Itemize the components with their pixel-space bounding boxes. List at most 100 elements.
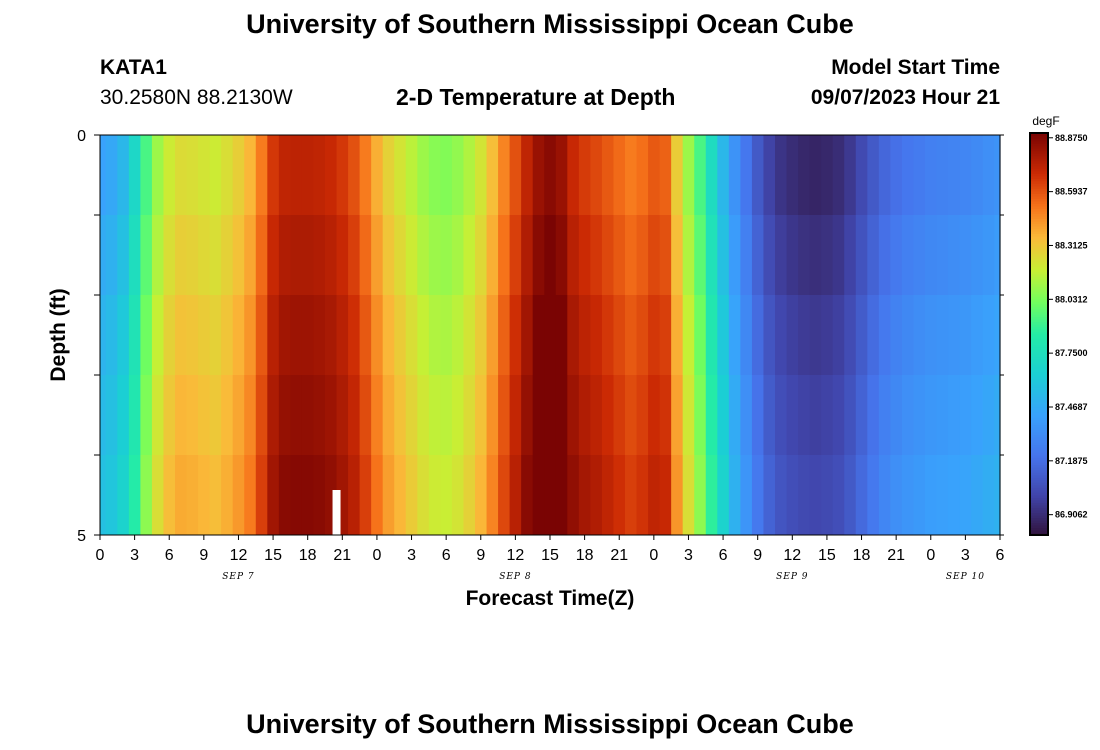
y-axis: 05 [77, 128, 1004, 545]
heatmap-cell [313, 135, 326, 215]
colorbar-segment [1030, 170, 1048, 174]
heatmap-cell [821, 455, 834, 535]
heatmap-cell [463, 135, 476, 215]
x-tick-label: 3 [961, 547, 970, 564]
heatmap-cell [498, 135, 511, 215]
heatmap-cell [221, 375, 234, 455]
heatmap-cell [878, 455, 891, 535]
heatmap-cell [221, 215, 234, 295]
colorbar-segment [1030, 379, 1048, 383]
heatmap-cell [232, 455, 245, 535]
heatmap-cell [798, 135, 811, 215]
colorbar-segment [1030, 502, 1048, 506]
colorbar-segment [1030, 381, 1048, 385]
colorbar-segment [1030, 522, 1048, 526]
colorbar-segment [1030, 256, 1048, 260]
colorbar-segment [1030, 509, 1048, 513]
heatmap-cell [775, 215, 788, 295]
heatmap-cell [451, 455, 465, 535]
heatmap-cell [832, 455, 845, 535]
heatmap-cell [117, 455, 130, 535]
heatmap-cell [775, 295, 788, 375]
heatmap-cell [186, 135, 199, 215]
heatmap-cell [475, 455, 488, 535]
heatmap-cell [128, 215, 141, 295]
colorbar-segment [1030, 153, 1048, 157]
heatmap-cell [682, 295, 695, 375]
heatmap-cell [890, 215, 903, 295]
heatmap-cell [428, 295, 441, 375]
colorbar-segment [1030, 437, 1048, 441]
heatmap-cell [694, 215, 707, 295]
heatmap-cell [636, 375, 649, 455]
heatmap-cell [659, 375, 672, 455]
heatmap-cell [867, 135, 880, 215]
heatmap-cell [913, 295, 926, 375]
heatmap-cell [751, 375, 765, 455]
heatmap-cell [682, 455, 695, 535]
heatmap-cell [867, 295, 880, 375]
heatmap-cell [613, 295, 626, 375]
heatmap-cell [198, 375, 211, 455]
colorbar-segment [1030, 529, 1048, 534]
heatmap-cell [498, 375, 511, 455]
heatmap-cell [948, 135, 961, 215]
heatmap-cell [763, 215, 776, 295]
colorbar-segment [1030, 273, 1048, 277]
heatmap-cell [486, 295, 499, 375]
heatmap-cell [371, 295, 384, 375]
heatmap-cell [740, 295, 753, 375]
heatmap-cell [544, 375, 557, 455]
heatmap-cell [371, 215, 384, 295]
x-tick-label: 18 [853, 547, 871, 564]
colorbar-segment [1030, 281, 1048, 285]
heatmap-cell [417, 135, 430, 215]
heatmap-cell [463, 295, 476, 375]
heatmap-cell [278, 375, 291, 455]
heatmap-cell [740, 135, 753, 215]
colorbar-segment [1030, 296, 1048, 300]
heatmap-cell [509, 375, 522, 455]
colorbar-segment [1030, 374, 1048, 378]
heatmap-cell [290, 455, 303, 535]
colorbar-segment [1030, 261, 1048, 265]
heatmap-cell [648, 215, 661, 295]
heatmap-cell [325, 375, 338, 455]
date-label: SEP 7 [222, 572, 254, 582]
x-tick-label: 15 [264, 547, 282, 564]
heatmap-cell [348, 215, 361, 295]
heatmap-cell [451, 375, 465, 455]
colorbar-segment [1030, 183, 1048, 187]
colorbar-segment [1030, 356, 1048, 360]
heatmap-cell [821, 295, 834, 375]
heatmap-cell [301, 215, 315, 295]
heatmap-cell [244, 375, 257, 455]
colorbar-segment [1030, 376, 1048, 380]
heatmap-cell [971, 135, 984, 215]
heatmap-cell [948, 455, 961, 535]
colorbar-segment [1030, 268, 1048, 272]
heatmap-cell [798, 295, 811, 375]
heatmap-cell [440, 215, 453, 295]
colorbar-segment [1030, 200, 1048, 204]
model-start-label: Model Start Time [831, 56, 1000, 79]
colorbar-segment [1030, 411, 1048, 415]
heatmap-cell [232, 135, 245, 215]
colorbar-segment [1030, 424, 1048, 428]
colorbar-segment [1030, 238, 1048, 242]
heatmap-cell [694, 375, 707, 455]
x-tick-label: 6 [165, 547, 174, 564]
heatmap-cells [100, 135, 1001, 535]
colorbar-segment [1030, 228, 1048, 232]
heatmap-cell [440, 135, 453, 215]
heatmap-cell [659, 455, 672, 535]
heatmap-cell [705, 455, 718, 535]
heatmap-cell [555, 215, 568, 295]
heatmap-cell [405, 375, 418, 455]
heatmap-cell [832, 295, 845, 375]
heatmap-cell [544, 215, 557, 295]
heatmap-cell [705, 215, 718, 295]
x-tick-label: 21 [610, 547, 628, 564]
heatmap-cell [382, 295, 395, 375]
